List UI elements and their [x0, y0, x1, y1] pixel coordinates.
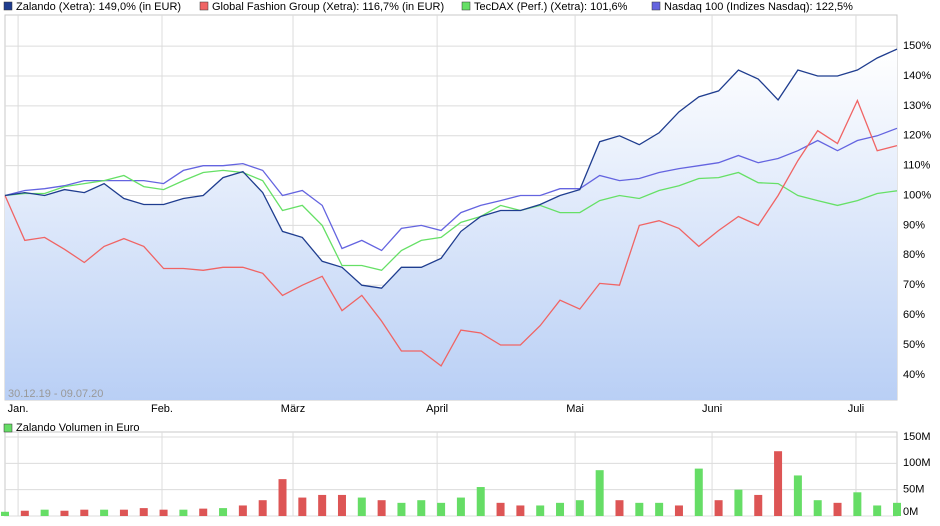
x-tick-label: April — [426, 403, 448, 415]
x-tick-label: Juni — [702, 403, 722, 415]
volume-bar — [754, 494, 763, 516]
volume-bar — [575, 500, 584, 516]
x-tick-label: Juli — [848, 403, 865, 415]
x-tick-label: Feb. — [151, 403, 173, 415]
volume-bar — [119, 509, 128, 516]
date-range: 30.12.19 - 09.07.20 — [8, 388, 103, 400]
volume-bar — [397, 502, 406, 516]
y-tick-label: 60% — [903, 309, 925, 321]
volume-bar — [793, 475, 802, 516]
volume-bar — [615, 500, 624, 516]
volume-bar — [179, 509, 188, 516]
volume-bar — [556, 502, 565, 516]
legend-label: Nasdaq 100 (Indizes Nasdaq): 122,5% — [664, 1, 853, 13]
legend-swatch — [3, 1, 13, 11]
volume-bar — [437, 502, 446, 516]
y-tick-label: 0M — [903, 506, 918, 518]
volume-bar — [833, 502, 842, 516]
legend-swatch — [199, 1, 209, 11]
legend-label: Zalando (Xetra): 149,0% (in EUR) — [16, 1, 181, 13]
volume-frame — [4, 431, 898, 517]
y-tick-label: 50M — [903, 484, 924, 496]
y-tick-label: 50% — [903, 339, 925, 351]
line — [4, 169, 898, 272]
legend-label: Zalando Volumen in Euro — [16, 422, 140, 434]
volume-bar — [694, 468, 703, 516]
y-tick-label: 90% — [903, 219, 925, 231]
x-tick-label: Jan. — [8, 403, 29, 415]
x-tick-label: März — [281, 403, 305, 415]
line — [4, 98, 898, 367]
line — [4, 127, 898, 252]
volume-bar — [853, 492, 862, 516]
volume-bar — [635, 502, 644, 516]
volume-bar — [20, 510, 29, 516]
legend-label: Global Fashion Group (Xetra): 116,7% (in… — [212, 1, 444, 13]
volume-bar — [674, 505, 683, 516]
y-tick-label: 80% — [903, 249, 925, 261]
volume-bar — [595, 470, 604, 516]
volume-bar — [40, 509, 49, 516]
line — [4, 48, 898, 289]
volume-bar — [893, 502, 901, 516]
legend-swatch — [3, 423, 13, 433]
volume-bar — [199, 508, 208, 516]
volume-bar — [1, 511, 9, 516]
volume-bar — [219, 508, 228, 516]
y-tick-label: 100M — [903, 457, 931, 469]
y-tick-label: 100% — [903, 189, 931, 201]
area — [5, 49, 897, 400]
volume-bar — [159, 509, 168, 516]
y-tick-label: 150% — [903, 40, 931, 52]
y-tick-label: 150M — [903, 431, 931, 443]
volume-bar — [337, 494, 346, 516]
volume-bar — [774, 451, 783, 516]
volume-bar — [357, 497, 366, 516]
volume-bar — [80, 509, 89, 516]
x-tick-label: Mai — [566, 403, 584, 415]
volume-bar — [873, 505, 882, 516]
y-tick-label: 40% — [903, 369, 925, 381]
volume-bar — [813, 500, 822, 516]
volume-bar — [456, 497, 465, 516]
layer: 40% 50% 60% 70% 80% 90% 100% 110% 120% 130% 140% 15… — [1, 1, 931, 518]
volume-bar — [516, 505, 525, 516]
volume-bar — [734, 489, 743, 516]
legend-swatch — [461, 1, 471, 11]
legend-label: TecDAX (Perf.) (Xetra): 101,6% — [474, 1, 628, 13]
volume-bar — [476, 487, 485, 516]
volume-bar — [258, 500, 267, 516]
y-tick-label: 140% — [903, 70, 931, 82]
volume-bar — [100, 509, 109, 516]
volume-bar — [417, 500, 426, 516]
volume-bar — [139, 508, 148, 516]
volume-bar — [318, 494, 327, 516]
volume-bar — [377, 500, 386, 516]
volume-bar — [238, 505, 247, 516]
y-tick-label: 120% — [903, 130, 931, 142]
volume-bar — [60, 510, 69, 516]
volume-bar — [496, 502, 505, 516]
volume-bar — [536, 505, 545, 516]
y-tick-label: 110% — [903, 160, 931, 172]
volume-bar — [655, 502, 664, 516]
volume-bar — [714, 500, 723, 516]
volume-bar — [298, 497, 307, 516]
volume-bar — [278, 479, 287, 516]
y-tick-label: 70% — [903, 279, 925, 291]
legend-swatch — [651, 1, 661, 11]
y-tick-label: 130% — [903, 100, 931, 112]
